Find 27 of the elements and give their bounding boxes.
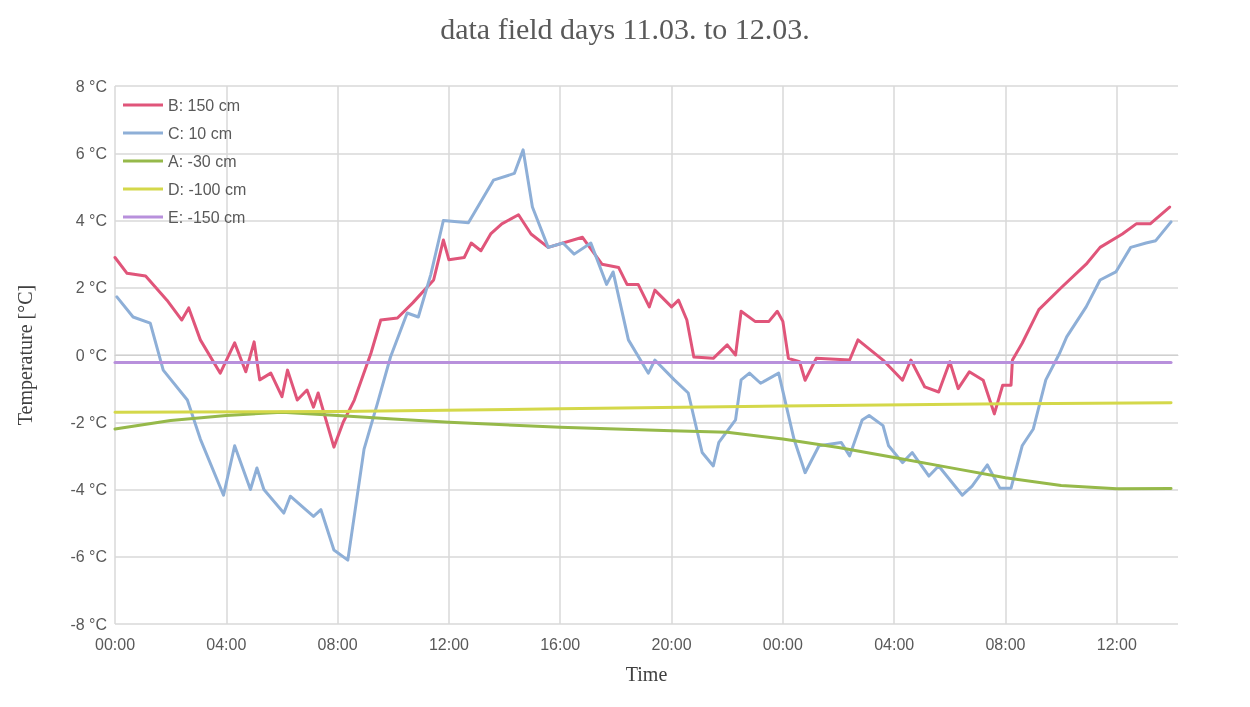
legend-label: C: 10 cm [168,124,233,142]
y-tick-label: -4 °C [70,481,107,498]
legend-label: A: -30 cm [168,152,237,170]
x-tick-label: 08:00 [985,635,1026,653]
y-tick-label: -2 °C [70,413,107,431]
y-axis-title: Temperature [°C] [14,284,37,426]
x-tick-label: 12:00 [1096,635,1137,653]
x-tick-label: 20:00 [651,635,692,653]
y-tick-label: 4 °C [75,212,107,229]
x-tick-label: 08:00 [317,635,358,653]
x-tick-label: 04:00 [206,635,247,653]
y-tick-label: -6 °C [70,548,107,566]
y-tick-label: 6 °C [75,144,107,162]
legend-label: D: -100 cm [168,180,247,198]
x-tick-label: 04:00 [874,635,915,653]
y-tick-label: 2 °C [75,279,107,297]
chart-title: data field days 11.03. to 12.03. [440,11,810,45]
legend-label: E: -150 cm [168,208,246,226]
legend-label: B: 150 cm [168,96,241,114]
x-axis-title: Time [625,663,668,685]
x-tick-label: 00:00 [762,635,803,653]
y-tick-label: -8 °C [70,615,107,633]
y-tick-label: 8 °C [75,77,107,95]
x-tick-label: 12:00 [428,635,470,653]
y-tick-label: 0 °C [75,346,107,364]
x-tick-label: 00:00 [94,635,136,653]
x-tick-label: 16:00 [540,635,581,653]
